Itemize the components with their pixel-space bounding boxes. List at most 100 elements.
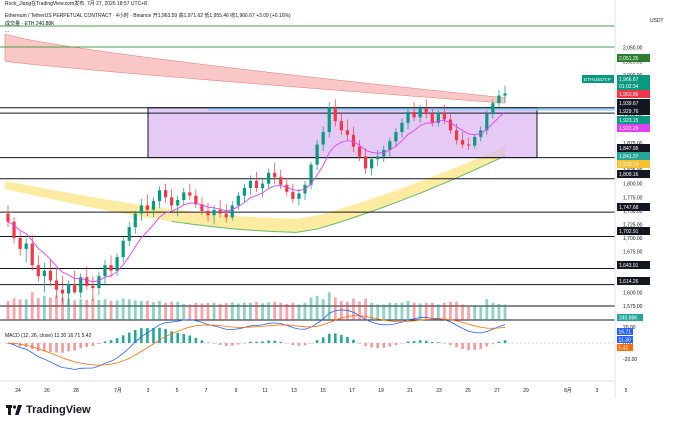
price-badge-text: 1,747.68 [619, 205, 639, 211]
symbol-info-line[interactable]: Ethereum / TetherUS PERPETUAL CONTRACT ·… [5, 13, 291, 19]
macd-histogram-bar [461, 343, 464, 350]
macd-histogram-bar [230, 343, 234, 346]
macd-histogram-bar [467, 343, 470, 351]
macd-histogram-bar [194, 337, 198, 343]
price-badge-text: 1,847.95 [619, 146, 639, 152]
macd-histogram-bar [382, 343, 386, 348]
range-rectangle [147, 107, 615, 159]
volume-bar [430, 302, 434, 320]
red-ribbon [4, 33, 506, 104]
macd-histogram-bar [61, 343, 64, 353]
volume-bar [352, 298, 355, 320]
macd-histogram-bar [164, 329, 167, 343]
macd-histogram-bar [418, 340, 422, 343]
volume-bar [97, 299, 101, 320]
volume-bar [358, 301, 361, 320]
macd-histogram-bar [352, 339, 355, 343]
volume-bar [376, 304, 380, 320]
macd-histogram-bar [121, 335, 125, 343]
price-badge-text: 2,051.25 [619, 56, 639, 62]
macd-histogram-bar [485, 343, 489, 347]
price-tick-label: 1,725.00 [623, 222, 643, 228]
volume-bar [206, 302, 210, 320]
macd-histogram-bar [424, 340, 428, 343]
candle-body [85, 277, 89, 286]
volume-bar [127, 299, 131, 320]
volume-bar [12, 298, 16, 320]
volume-bar [103, 299, 107, 320]
volume-bar [182, 303, 186, 320]
candle-body [370, 159, 374, 169]
volume-bar [200, 303, 204, 320]
volume-bar [30, 292, 34, 320]
candle-body [163, 190, 168, 198]
macd-histogram-bar [394, 343, 398, 346]
price-badge-text: 1,939.67 [619, 101, 639, 107]
macd-histogram-bar [79, 343, 83, 349]
time-tick-label: 21 [407, 388, 413, 394]
macd-histogram-bar [400, 343, 404, 344]
time-tick-label: 27 [494, 388, 500, 394]
macd-badge [617, 344, 633, 351]
volume-bar [61, 297, 64, 320]
candle-body [503, 93, 507, 96]
volume-bar [79, 299, 83, 320]
candle-body [363, 156, 368, 169]
volume-bar [121, 298, 125, 320]
macd-pane: MACD (12, 26, close) 11.30 16.71 5.42 [0, 309, 615, 370]
candle-body [12, 221, 16, 239]
time-tick-label: 25 [465, 388, 471, 394]
volume-bar [418, 303, 422, 320]
price-badge [617, 170, 650, 178]
candle-body [254, 180, 259, 189]
volume-legend[interactable]: 成交量 · ETH 240.88K [5, 21, 55, 27]
price-tick-label: 1,775.00 [623, 195, 643, 201]
time-axis[interactable]: 24 26 28 7月 3 5 7 9 11 13 15 17 19 21 23 25 27 29 8月 3 5 [0, 380, 628, 394]
tradingview-brand[interactable]: TradingView [6, 404, 91, 416]
macd-histogram-bar [309, 343, 313, 344]
volume-bar [394, 303, 398, 320]
time-tick-label: 23 [436, 388, 442, 394]
candle-body [248, 180, 253, 189]
macd-histogram-bar [346, 336, 349, 343]
price-badge [617, 75, 650, 83]
macd-histogram-bar [370, 343, 373, 348]
macd-histogram-bar [255, 341, 258, 343]
pink-moving-average [7, 111, 506, 283]
brand-name: TradingView [26, 404, 91, 416]
candle-body [285, 184, 289, 192]
candle-body [424, 108, 428, 115]
volume-bar [249, 302, 252, 320]
candle-body [291, 191, 295, 199]
candle-body [188, 192, 192, 196]
candle-body [357, 146, 362, 157]
macd-histogram-bar [333, 333, 337, 343]
macd-histogram-bar [406, 341, 410, 343]
volume-bar [188, 304, 192, 320]
volume-bar [442, 302, 446, 320]
volume-bar [255, 302, 258, 320]
legend-more-dots[interactable]: ... [5, 28, 10, 34]
candle-body [79, 277, 83, 293]
volume-bar [497, 303, 501, 320]
macd-histogram-bar [291, 343, 295, 346]
price-tick-label: 1,600.00 [623, 290, 643, 296]
candle-body [273, 172, 277, 178]
volume-bar [406, 301, 410, 320]
macd-histogram-bar [18, 343, 22, 347]
volume-bar [279, 302, 283, 320]
price-badge [617, 116, 650, 124]
macd-tick-label: -20.00 [623, 357, 637, 363]
candle-body [97, 276, 101, 289]
volume-bar [139, 301, 143, 320]
candle-body [327, 107, 331, 133]
macd-histogram-bar [158, 327, 161, 343]
macd-histogram-bar [200, 340, 204, 343]
volume-bar [370, 302, 374, 320]
candle-body [497, 95, 501, 104]
candle-body [157, 190, 162, 202]
macd-line [7, 309, 506, 370]
volume-bar [473, 306, 477, 320]
candle-body [145, 205, 150, 210]
